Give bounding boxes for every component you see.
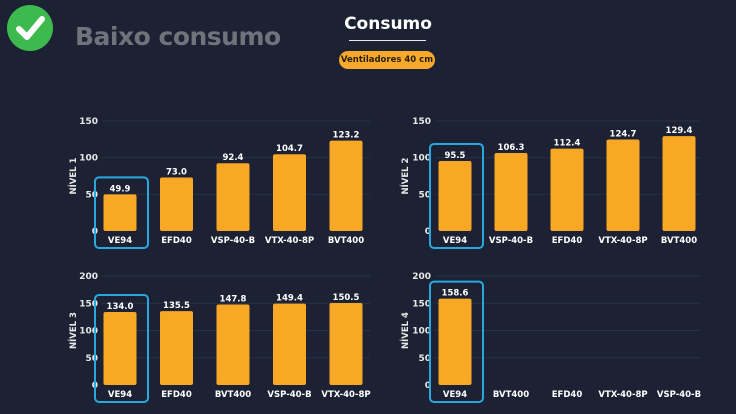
- value-label: 123.2: [333, 131, 360, 141]
- highlight-box: [94, 176, 149, 249]
- y-axis-title: NÍVEL 2: [399, 157, 411, 194]
- y-tick-label: 100: [412, 154, 431, 164]
- bar: [329, 302, 363, 385]
- status-label: Baixo consumo: [75, 22, 281, 51]
- category-label: BVT400: [215, 390, 251, 400]
- bar: [103, 194, 137, 231]
- bar: [216, 304, 250, 385]
- category-label: VTX-40-8P: [598, 390, 647, 400]
- value-label: 106.3: [498, 143, 525, 153]
- highlight-box: [429, 142, 484, 249]
- bar: [438, 160, 472, 231]
- category-label: VSP-40-B: [211, 236, 255, 246]
- highlight-box: [429, 280, 484, 403]
- y-tick-label: 50: [418, 190, 431, 200]
- bar: [160, 177, 193, 231]
- y-tick-label: 50: [85, 354, 98, 364]
- value-label: 49.9: [110, 184, 131, 194]
- bar: [662, 136, 696, 231]
- category-label: BVT400: [493, 390, 529, 400]
- y-axis-title: NÍVEL 4: [399, 312, 411, 349]
- value-label: 158.6: [442, 289, 469, 299]
- y-tick-label: 100: [412, 327, 431, 337]
- bar: [550, 148, 584, 231]
- category-label: BVT400: [328, 236, 364, 246]
- y-tick-label: 100: [79, 327, 98, 337]
- title-underline: [349, 40, 426, 41]
- y-axis-title: NÍVEL 3: [67, 312, 79, 349]
- y-tick-label: 200: [79, 272, 98, 282]
- y-axis-title: NÍVEL 1: [67, 157, 79, 194]
- category-label: VTX-40-8P: [598, 236, 647, 246]
- check-circle-icon: [7, 5, 53, 51]
- category-label: EFD40: [552, 390, 583, 400]
- y-tick-label: 0: [425, 227, 431, 237]
- value-label: 134.0: [107, 302, 134, 312]
- category-label: EFD40: [161, 236, 192, 246]
- y-tick-label: 50: [85, 190, 98, 200]
- y-tick-label: 150: [412, 117, 431, 127]
- bar: [438, 298, 472, 385]
- bar: [103, 311, 137, 385]
- category-label: EFD40: [552, 236, 583, 246]
- value-label: 104.7: [276, 144, 303, 154]
- value-label: 149.4: [276, 294, 303, 304]
- value-label: 147.8: [220, 294, 247, 304]
- y-tick-label: 0: [425, 381, 431, 391]
- category-label: VTX-40-8P: [321, 390, 370, 400]
- category-label: BVT400: [661, 236, 697, 246]
- y-tick-label: 100: [79, 154, 98, 164]
- category-label: VE94: [443, 390, 467, 400]
- page-title: Consumo: [344, 14, 432, 34]
- category-label: VSP-40-B: [267, 390, 311, 400]
- category-label: EFD40: [161, 390, 192, 400]
- value-label: 150.5: [333, 293, 360, 303]
- y-tick-label: 150: [412, 299, 431, 309]
- category-label: VSP-40-B: [657, 390, 701, 400]
- category-pill: Ventiladores 40 cm: [339, 51, 435, 69]
- value-label: 92.4: [223, 153, 244, 163]
- highlight-box: [94, 293, 149, 403]
- bar: [606, 139, 640, 231]
- category-label: VE94: [108, 390, 132, 400]
- y-tick-label: 200: [412, 272, 431, 282]
- y-tick-label: 150: [79, 117, 98, 127]
- value-label: 135.5: [163, 301, 190, 311]
- category-label: VSP-40-B: [489, 236, 533, 246]
- bar: [160, 311, 193, 385]
- value-label: 129.4: [666, 126, 693, 136]
- y-tick-label: 50: [418, 354, 431, 364]
- bar: [216, 163, 250, 231]
- value-label: 95.5: [445, 151, 466, 161]
- value-label: 124.7: [610, 130, 637, 140]
- bar: [273, 154, 306, 231]
- category-label: VE94: [443, 236, 467, 246]
- value-label: 112.4: [554, 139, 581, 149]
- y-tick-label: 150: [79, 299, 98, 309]
- category-label: VE94: [108, 236, 132, 246]
- bar: [329, 140, 363, 231]
- value-label: 73.0: [166, 167, 187, 177]
- bar: [494, 153, 528, 231]
- category-label: VTX-40-8P: [265, 236, 314, 246]
- bar: [273, 303, 306, 385]
